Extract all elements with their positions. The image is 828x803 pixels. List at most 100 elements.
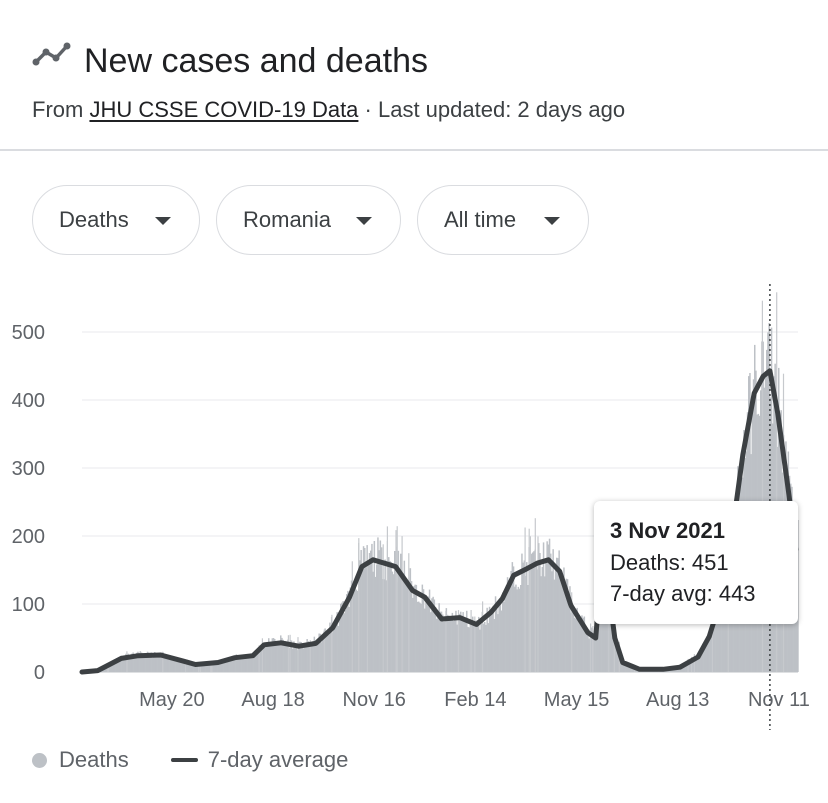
deaths-bar	[151, 657, 154, 672]
deaths-bar	[370, 550, 372, 672]
deaths-bar	[124, 656, 126, 672]
deaths-bar	[598, 609, 600, 672]
deaths-bar	[139, 651, 142, 672]
deaths-bar	[140, 652, 143, 672]
deaths-bar	[768, 323, 770, 672]
metric-dropdown[interactable]: Deaths	[32, 185, 200, 255]
deaths-bar	[329, 622, 331, 672]
deaths-bar	[431, 598, 433, 672]
deaths-bar	[698, 657, 701, 672]
deaths-bar	[338, 612, 341, 672]
deaths-bar	[713, 627, 715, 672]
deaths-bar	[611, 617, 613, 672]
deaths-bar	[371, 543, 373, 672]
deaths-bar	[132, 652, 134, 672]
deaths-bar	[684, 664, 686, 672]
deaths-bar	[299, 641, 301, 672]
deaths-bar	[442, 614, 444, 672]
deaths-bar	[444, 620, 446, 672]
deaths-bar	[414, 584, 416, 672]
deaths-bar	[497, 614, 499, 672]
deaths-bar	[606, 583, 608, 672]
deaths-bar	[390, 562, 392, 672]
deaths-bar	[461, 615, 463, 672]
deaths-bar	[689, 662, 691, 672]
deaths-bar	[406, 578, 408, 672]
deaths-bar	[426, 601, 428, 672]
deaths-bar	[208, 663, 210, 672]
deaths-bar	[358, 543, 360, 672]
deaths-bar	[344, 610, 347, 672]
deaths-bar	[624, 663, 626, 672]
deaths-bar	[206, 662, 209, 672]
deaths-bar	[354, 582, 356, 672]
deaths-bar	[154, 652, 156, 672]
deaths-bar	[476, 620, 479, 672]
deaths-bar	[608, 593, 611, 672]
deaths-bar	[696, 657, 698, 672]
deaths-bar	[300, 642, 302, 672]
deaths-bar	[553, 579, 556, 672]
deaths-bar	[198, 663, 200, 672]
deaths-bar	[142, 654, 144, 672]
deaths-bar	[342, 601, 344, 672]
deaths-bar	[264, 644, 266, 672]
deaths-bar	[443, 621, 445, 672]
deaths-bar	[560, 577, 563, 672]
deaths-bar	[394, 551, 396, 672]
deaths-bar	[266, 642, 269, 672]
deaths-bar	[287, 635, 289, 672]
region-dropdown[interactable]: Romania	[216, 185, 401, 255]
y-tick-label: 300	[12, 458, 45, 480]
deaths-bar	[336, 612, 338, 672]
time-range-dropdown[interactable]: All time	[417, 185, 589, 255]
deaths-bar	[143, 656, 145, 672]
subtitle-prefix: From	[32, 97, 90, 122]
deaths-bar	[252, 656, 254, 672]
deaths-bar	[377, 537, 379, 672]
deaths-bar	[480, 624, 482, 672]
deaths-bar	[253, 652, 256, 672]
deaths-bar	[451, 612, 454, 672]
deaths-bar	[625, 663, 628, 672]
deaths-bar	[547, 544, 550, 672]
chart-tooltip: 3 Nov 2021 Deaths: 451 7-day avg: 443	[594, 501, 798, 624]
deaths-bar	[337, 625, 340, 672]
source-link[interactable]: JHU CSSE COVID-19 Data	[89, 97, 359, 122]
deaths-bar	[378, 550, 380, 672]
deaths-bar	[457, 610, 460, 672]
deaths-bar	[309, 640, 311, 672]
deaths-bar	[164, 654, 167, 672]
deaths-bar	[184, 659, 186, 672]
deaths-bar	[360, 550, 362, 672]
deaths-bar	[269, 643, 271, 672]
deaths-bar	[404, 583, 407, 672]
deaths-bar	[479, 629, 481, 672]
deaths-bar	[228, 661, 230, 672]
deaths-bar	[119, 659, 121, 672]
deaths-bar	[187, 660, 190, 672]
deaths-bar	[349, 587, 352, 672]
deaths-bar	[482, 601, 484, 672]
deaths-bar	[409, 568, 412, 672]
page-title: New cases and deaths	[84, 42, 428, 80]
deaths-bar	[439, 611, 442, 672]
tooltip-date: 3 Nov 2021	[610, 518, 725, 543]
deaths-bar	[552, 549, 554, 672]
deaths-bar	[234, 656, 236, 672]
deaths-bar	[227, 661, 229, 672]
deaths-bar	[527, 585, 529, 672]
deaths-bar	[203, 664, 205, 672]
deaths-bar	[515, 584, 517, 672]
deaths-bar	[150, 652, 152, 672]
deaths-bar	[362, 546, 365, 672]
deaths-bar	[180, 661, 182, 672]
y-tick-label: 100	[12, 594, 45, 616]
deaths-bar	[324, 628, 326, 672]
deaths-bar	[322, 634, 324, 672]
deaths-bar	[566, 579, 569, 672]
deaths-bar	[558, 550, 560, 672]
x-tick-label: Aug 13	[646, 689, 709, 711]
deaths-bar	[721, 595, 724, 672]
deaths-bar	[323, 629, 325, 672]
